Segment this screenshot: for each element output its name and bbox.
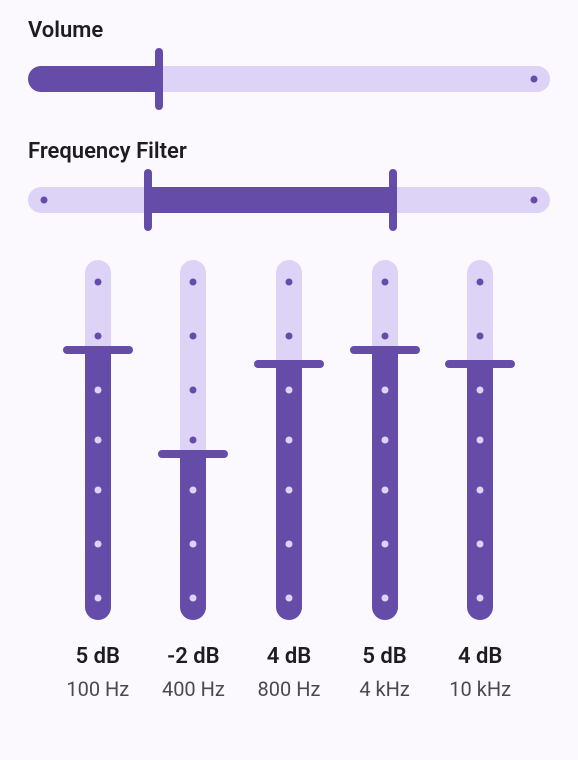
slider-dot (531, 197, 538, 204)
slider-dot (477, 541, 484, 548)
eq-band: 4 dB 800 Hz (241, 260, 337, 701)
eq-frequency-label: 800 Hz (258, 677, 321, 701)
slider-dot (381, 541, 388, 548)
eq-db-value: 4 dB (458, 644, 502, 669)
slider-dot (190, 595, 197, 602)
eq-db-value: 5 dB (362, 644, 406, 669)
slider-dot (285, 278, 292, 285)
eq-slider[interactable] (440, 260, 520, 620)
volume-slider[interactable] (28, 65, 550, 93)
slider-dot (190, 487, 197, 494)
eq-thumb[interactable] (63, 346, 133, 354)
slider-dot (94, 278, 101, 285)
slider-dot (477, 595, 484, 602)
eq-db-value: -2 dB (167, 644, 219, 669)
slider-dot (381, 386, 388, 393)
eq-band: -2 dB 400 Hz (146, 260, 242, 701)
slider-dot (190, 278, 197, 285)
volume-thumb[interactable] (155, 48, 163, 110)
slider-dot (477, 278, 484, 285)
eq-thumb[interactable] (445, 360, 515, 368)
slider-dot (381, 437, 388, 444)
slider-dot (381, 487, 388, 494)
eq-thumb[interactable] (158, 450, 228, 458)
eq-slider[interactable] (58, 260, 138, 620)
slider-dot (190, 332, 197, 339)
frequency-filter-label: Frequency Filter (28, 139, 550, 164)
frequency-high-thumb[interactable] (389, 169, 397, 231)
slider-dot (477, 386, 484, 393)
slider-dot (285, 332, 292, 339)
eq-slider[interactable] (249, 260, 329, 620)
frequency-filter-slider[interactable] (28, 186, 550, 214)
eq-frequency-label: 400 Hz (162, 677, 225, 701)
eq-frequency-label: 10 kHz (449, 677, 511, 701)
eq-thumb[interactable] (350, 346, 420, 354)
slider-dot (285, 487, 292, 494)
slider-dot (381, 332, 388, 339)
eq-band: 5 dB 4 kHz (337, 260, 433, 701)
slider-dot (477, 437, 484, 444)
eq-frequency-label: 4 kHz (359, 677, 410, 701)
slider-fill (28, 66, 159, 92)
slider-dot (94, 487, 101, 494)
eq-db-value: 4 dB (267, 644, 311, 669)
slider-dot (190, 386, 197, 393)
slider-dot (381, 595, 388, 602)
slider-dot (94, 595, 101, 602)
slider-dot (381, 278, 388, 285)
slider-dot (190, 437, 197, 444)
volume-label: Volume (28, 18, 550, 43)
slider-dot (40, 197, 47, 204)
eq-band: 4 dB 10 kHz (432, 260, 528, 701)
slider-dot (285, 386, 292, 393)
eq-slider[interactable] (345, 260, 425, 620)
slider-dot (94, 386, 101, 393)
slider-dot (94, 332, 101, 339)
frequency-low-thumb[interactable] (144, 169, 152, 231)
eq-frequency-label: 100 Hz (66, 677, 129, 701)
eq-band: 5 dB 100 Hz (50, 260, 146, 701)
eq-thumb[interactable] (254, 360, 324, 368)
slider-dot (285, 541, 292, 548)
slider-dot (190, 541, 197, 548)
eq-db-value: 5 dB (76, 644, 120, 669)
slider-dot (531, 76, 538, 83)
slider-dot (285, 437, 292, 444)
slider-fill (148, 187, 393, 213)
equalizer: 5 dB 100 Hz -2 dB 400 Hz 4 dB 800 Hz 5 dB 4 kHz… (28, 260, 550, 701)
slider-dot (94, 437, 101, 444)
eq-slider[interactable] (153, 260, 233, 620)
slider-dot (477, 332, 484, 339)
slider-dot (285, 595, 292, 602)
slider-dot (94, 541, 101, 548)
slider-dot (477, 487, 484, 494)
